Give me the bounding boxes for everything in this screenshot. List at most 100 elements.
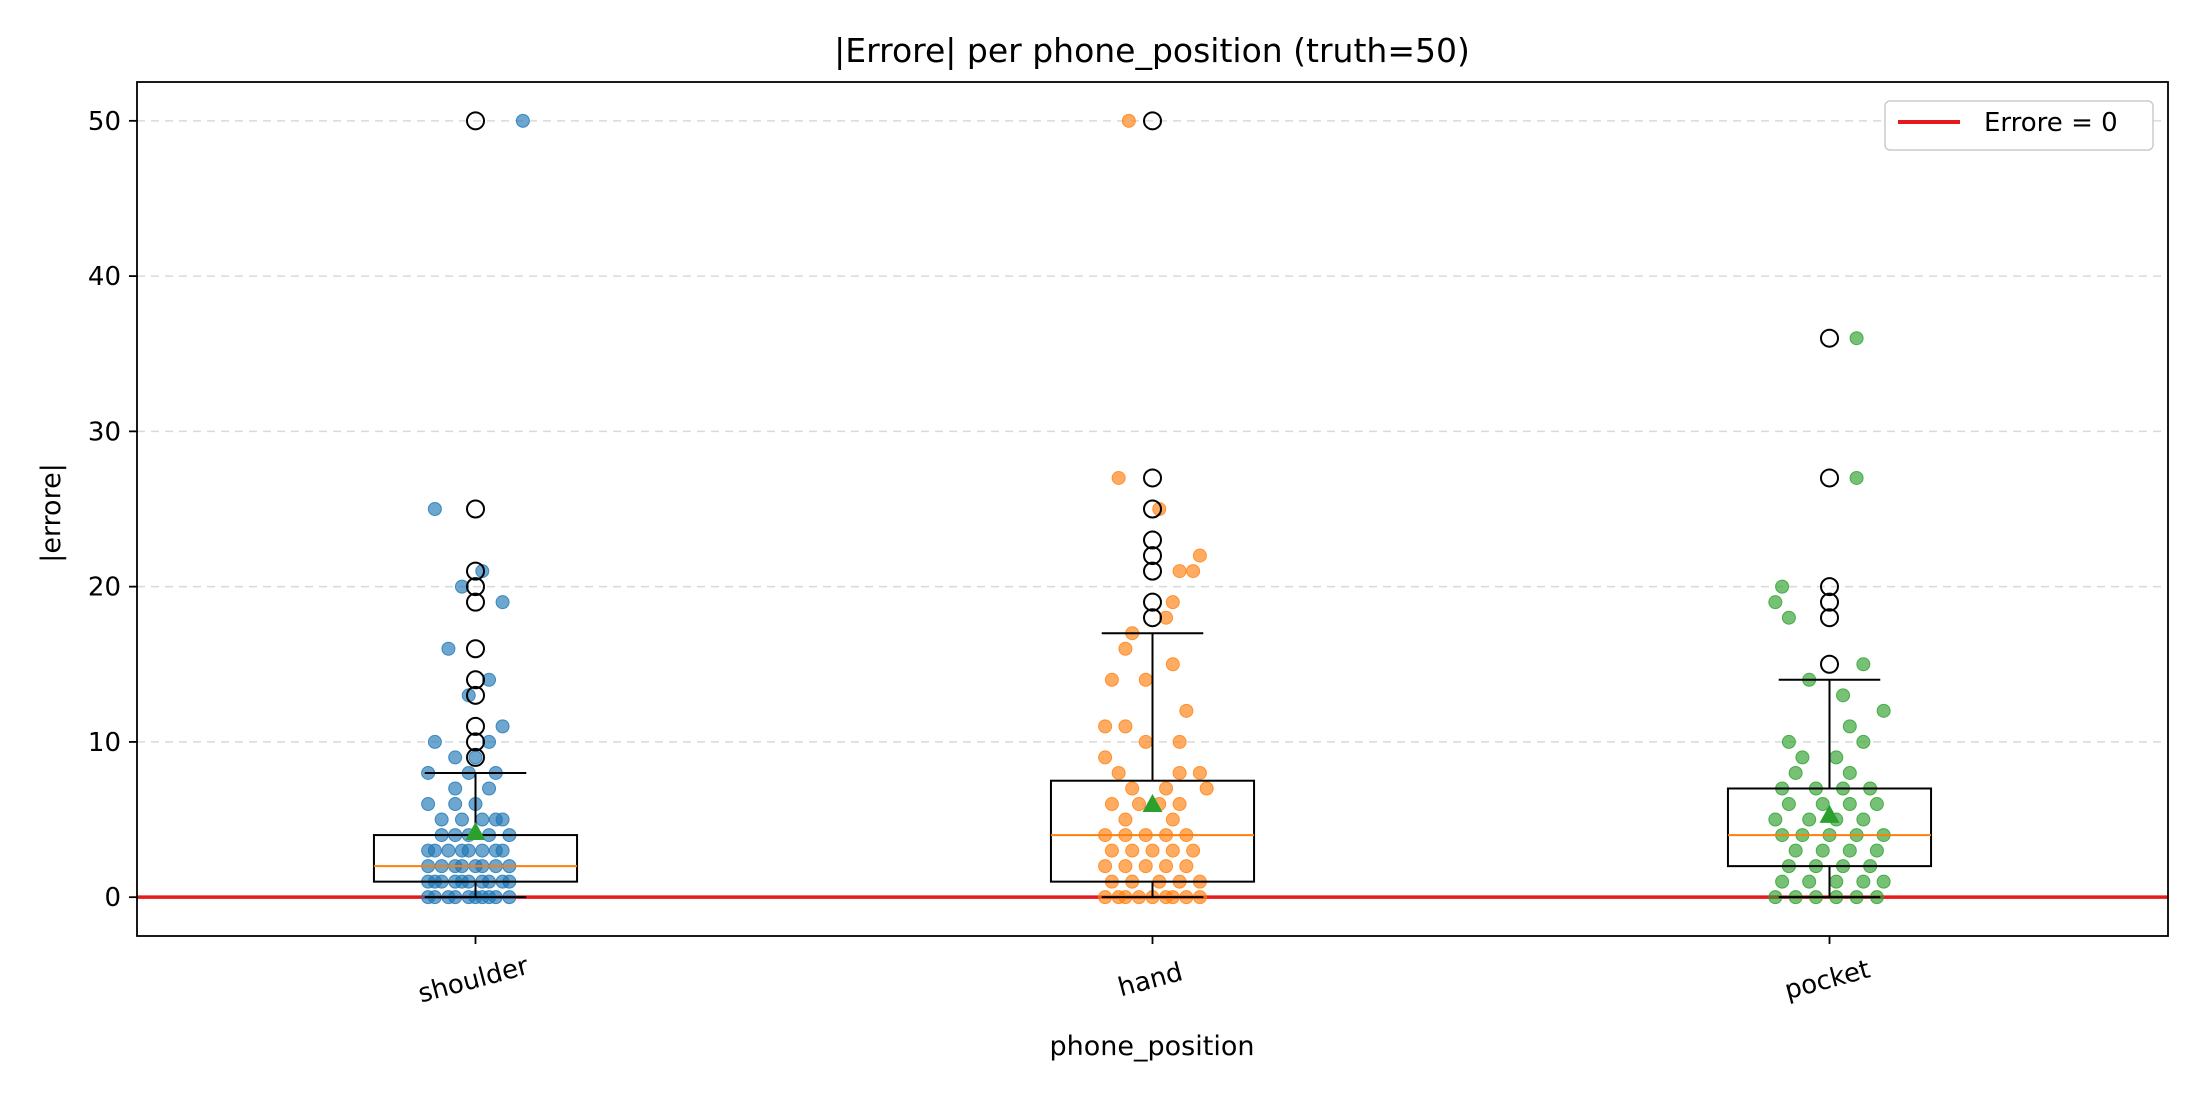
y-tick-label: 30: [88, 417, 121, 447]
data-point: [1098, 719, 1113, 734]
outlier-marker: [1820, 328, 1839, 348]
data-point: [1788, 843, 1803, 858]
outlier-marker: [466, 685, 485, 705]
mean-marker: [1142, 794, 1163, 813]
mean-marker: [465, 821, 486, 840]
data-point: [1802, 812, 1817, 827]
data-point: [1856, 657, 1871, 672]
data-point: [1802, 874, 1817, 889]
data-point: [1775, 874, 1790, 889]
data-point: [1098, 859, 1113, 874]
data-point: [1165, 812, 1180, 827]
data-point: [1138, 859, 1153, 874]
outlier-marker: [466, 577, 485, 597]
y-tick-label: 10: [88, 728, 121, 758]
data-point: [1829, 874, 1844, 889]
outlier-marker: [1143, 530, 1162, 550]
data-point: [1172, 797, 1187, 812]
data-point: [1159, 859, 1174, 874]
data-point: [427, 843, 442, 858]
data-point: [482, 781, 497, 796]
data-point: [482, 672, 497, 687]
data-point: [1118, 812, 1133, 827]
outlier-marker: [1143, 561, 1162, 581]
outlier-marker: [1143, 592, 1162, 612]
data-point: [1842, 843, 1857, 858]
box-body: [1049, 779, 1256, 883]
data-point: [1145, 843, 1160, 858]
y-axis-label: |errore|: [36, 463, 67, 563]
outlier-marker: [1143, 111, 1162, 131]
data-point: [1118, 859, 1133, 874]
data-point: [495, 595, 510, 610]
data-point: [1172, 564, 1187, 579]
data-point: [1165, 843, 1180, 858]
data-point: [448, 781, 463, 796]
data-point: [421, 797, 436, 812]
data-point: [1869, 843, 1884, 858]
data-point: [427, 734, 442, 749]
data-point: [482, 734, 497, 749]
outlier-marker: [1820, 608, 1839, 628]
data-point: [1856, 734, 1871, 749]
x-axis-label: phone_position: [1050, 1031, 1255, 1062]
data-point: [1781, 734, 1796, 749]
data-point: [1869, 797, 1884, 812]
data-point: [1788, 765, 1803, 780]
data-point: [448, 750, 463, 765]
data-point: [1768, 812, 1783, 827]
data-point: [1842, 765, 1857, 780]
data-point: [454, 579, 469, 594]
outlier-marker: [466, 639, 485, 659]
data-point: [1856, 874, 1871, 889]
data-point: [1836, 688, 1851, 703]
data-point: [1121, 113, 1136, 128]
mean-marker: [1819, 804, 1840, 823]
outlier-marker: [466, 499, 485, 519]
data-point: [441, 641, 456, 656]
outlier-marker: [466, 747, 485, 767]
chart-title: |Errore| per phone_position (truth=50): [834, 31, 1470, 70]
legend-label: Errore = 0: [1984, 108, 2118, 138]
data-point: [1849, 470, 1864, 485]
data-point: [1125, 781, 1140, 796]
outlier-marker: [466, 111, 485, 131]
data-point: [1165, 595, 1180, 610]
data-point: [1179, 703, 1194, 718]
outlier-marker: [1143, 608, 1162, 628]
outlier-marker: [466, 561, 485, 581]
box-body: [1726, 787, 1933, 868]
outlier-marker: [1820, 592, 1839, 612]
data-point: [1815, 843, 1830, 858]
data-point: [468, 750, 483, 765]
data-point: [515, 113, 530, 128]
data-point: [1138, 734, 1153, 749]
data-point: [1842, 797, 1857, 812]
data-point: [1199, 781, 1214, 796]
outlier-marker: [466, 592, 485, 612]
data-point: [1876, 703, 1891, 718]
data-point: [1856, 812, 1871, 827]
outlier-marker: [466, 670, 485, 690]
data-point: [1159, 781, 1174, 796]
outlier-marker: [466, 732, 485, 752]
data-point: [475, 843, 490, 858]
legend: Errore = 0: [1884, 100, 2154, 151]
y-tick-label: 20: [88, 573, 121, 603]
data-point: [448, 797, 463, 812]
box-layer: [372, 111, 1933, 899]
data-point: [1131, 797, 1146, 812]
outlier-marker: [1820, 577, 1839, 597]
data-point: [488, 843, 503, 858]
data-point: [1781, 610, 1796, 625]
outlier-marker: [1143, 546, 1162, 566]
data-point: [1192, 765, 1207, 780]
data-point: [1159, 610, 1174, 625]
data-point: [495, 719, 510, 734]
outlier-marker: [1820, 654, 1839, 674]
data-point: [1118, 719, 1133, 734]
data-point: [1179, 859, 1194, 874]
data-point: [1876, 874, 1891, 889]
data-point: [1165, 657, 1180, 672]
